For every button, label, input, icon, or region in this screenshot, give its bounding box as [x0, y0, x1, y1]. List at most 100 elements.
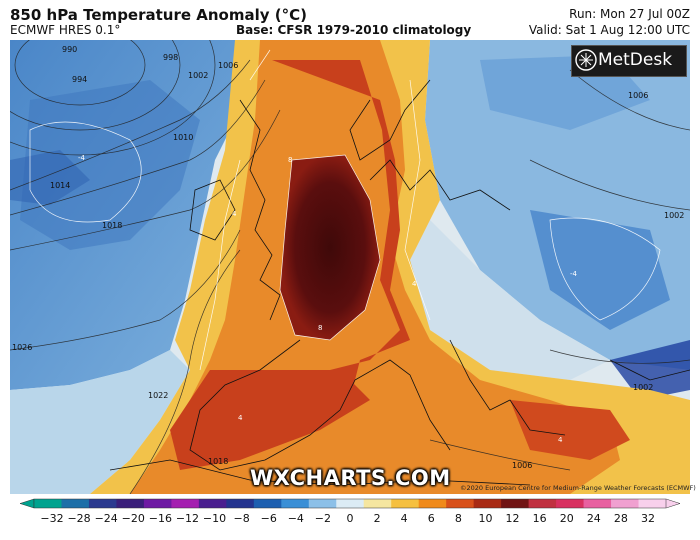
iberia-hot-anomaly	[170, 370, 370, 470]
extreme-anomaly-core	[280, 155, 380, 340]
colorbar-segment	[226, 499, 255, 508]
colorbar-tick-label: 10	[478, 512, 492, 525]
anomaly-contour-8	[279, 154, 381, 341]
atlantic-cold-core	[20, 80, 200, 250]
pressure-label: 1014	[50, 181, 70, 190]
black-sea-cold-patch	[610, 340, 690, 400]
north-africa-coast	[109, 459, 531, 486]
isobar-1006-ne	[569, 69, 690, 131]
colorbar-tick-label: 0	[347, 512, 354, 525]
baltic-coast	[369, 159, 511, 211]
colorbar-tick-label: −32	[40, 512, 63, 525]
anomaly-contour-4-east	[404, 79, 431, 321]
run-time-label: Run: Mon 27 Jul 00Z	[569, 7, 690, 21]
pressure-labels: 990 994 998 1002 1006 1010 1014 1018 102…	[12, 45, 684, 470]
colorbar-tick-label: −4	[288, 512, 304, 525]
pressure-label: 1018	[102, 221, 122, 230]
colorbar-tick-label: −24	[95, 512, 118, 525]
iberia-coast	[189, 339, 356, 471]
colorbar-left-arrow	[19, 498, 35, 509]
central-europe-neutral	[400, 200, 610, 380]
colorbar-tick-label: 6	[428, 512, 435, 525]
base-climatology-label: Base: CFSR 1979-2010 climatology	[236, 23, 472, 37]
colorbar-tick-label: −16	[149, 512, 172, 525]
balkans-coast	[449, 339, 566, 436]
anomaly-label: 8	[288, 156, 292, 164]
colorbar-segment	[88, 499, 117, 508]
colorbar-tick-label: 24	[587, 512, 601, 525]
chart-title: 850 hPa Temperature Anomaly (°C)	[10, 6, 307, 24]
colorbar-segment	[171, 499, 200, 508]
colorbar-segment	[556, 499, 585, 508]
colorbar-tick-label: −10	[203, 512, 226, 525]
colorbar-segment	[391, 499, 420, 508]
coastlines	[109, 79, 690, 486]
black-sea-coast	[609, 359, 690, 381]
colorbar-segment	[143, 499, 172, 508]
colorbar-tick-label: 8	[455, 512, 462, 525]
anomaly-contour-neg4	[29, 121, 142, 223]
header: 850 hPa Temperature Anomaly (°C) ECMWF H…	[0, 0, 700, 40]
anomaly-contour-4-west	[199, 49, 271, 371]
scandinavia-coast	[349, 79, 431, 161]
pressure-label: 1010	[173, 133, 193, 142]
colorbar-tick-label: −20	[122, 512, 145, 525]
british-isles-coast	[239, 99, 281, 321]
pressure-label: 998	[163, 53, 178, 62]
colorbar-segment	[198, 499, 227, 508]
isobar-1022	[129, 249, 241, 494]
copyright-notice: ©2020 European Centre for Medium-Range W…	[460, 484, 696, 492]
colorbar-tick-label: −6	[261, 512, 277, 525]
colorbar-tick-label: 20	[560, 512, 574, 525]
isobar-998	[10, 40, 216, 156]
pressure-label: 1002	[633, 383, 653, 392]
eastern-med-hot-patch	[510, 400, 630, 460]
colorbar-tick-label: −2	[315, 512, 331, 525]
anomaly-label: 4	[238, 414, 243, 422]
pressure-label: 990	[62, 45, 77, 54]
pressure-label: 1018	[208, 457, 228, 466]
isobar-1002-e	[529, 159, 690, 211]
isobar-990	[14, 40, 146, 106]
metdesk-logo-text: MetDesk	[598, 50, 673, 70]
wxcharts-watermark: WXCHARTS.COM	[250, 466, 451, 490]
isobar-994	[10, 40, 181, 131]
colorbar-tick-label: 28	[614, 512, 628, 525]
colorbar-tick-label: 2	[374, 512, 381, 525]
anomaly-map: 990 994 998 1002 1006 1010 1014 1018 102…	[10, 40, 690, 494]
colorbar-segment	[61, 499, 90, 508]
anomaly-label: -4	[78, 154, 86, 162]
metdesk-logo: MetDesk	[571, 45, 687, 77]
colorbar-canvas: −32 −28 −24 −20 −16 −12 −10 −8 −6 −4 −2 0 2 4 6 8 10 12 16…	[19, 498, 681, 525]
colorbar-border	[33, 498, 667, 509]
pressure-label: 1006	[218, 61, 238, 70]
colorbar-tick-label: −8	[234, 512, 250, 525]
valid-time-label: Valid: Sat 1 Aug 12:00 UTC	[528, 23, 690, 37]
colorbar-segment	[418, 499, 447, 508]
anomaly-labels: 8 4 8 4 -4 4 -4 4	[78, 154, 578, 444]
isobar-1018	[10, 109, 281, 251]
ireland-coast	[189, 179, 236, 241]
colorbar-segment	[281, 499, 310, 508]
colorbar-segment	[528, 499, 557, 508]
anomaly-label: 4	[558, 436, 563, 444]
anomaly-contours	[29, 49, 661, 371]
colorbar-segment	[501, 499, 530, 508]
isobar-1010	[10, 59, 251, 191]
pressure-label: 1002	[664, 211, 684, 220]
colorbar-segment	[446, 499, 475, 508]
anomaly-label: 8	[318, 324, 322, 332]
anomaly-contour-neg4-east	[549, 217, 661, 321]
colorbar-segment	[308, 499, 337, 508]
colorbar-segment	[336, 499, 365, 508]
anomaly-label: -4	[570, 270, 578, 278]
colorbar-tick-label: 4	[401, 512, 408, 525]
eastern-europe-cold-core	[530, 210, 670, 330]
anomaly-label: 4	[412, 280, 417, 288]
colorbar-segment	[363, 499, 392, 508]
isobar-1026	[10, 229, 241, 351]
pressure-label: 1026	[12, 343, 32, 352]
colorbar-segment	[116, 499, 145, 508]
colorbar-segment	[611, 499, 640, 508]
pressure-label: 1006	[512, 461, 532, 470]
